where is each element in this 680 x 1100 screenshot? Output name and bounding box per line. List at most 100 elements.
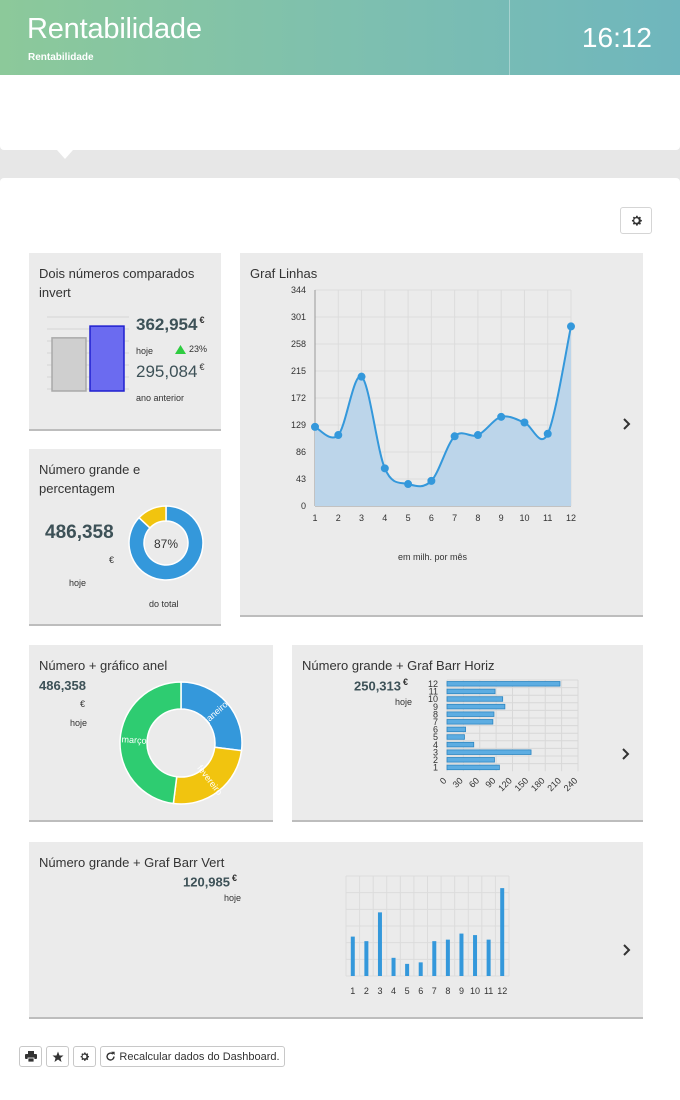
data-point-11 xyxy=(543,429,552,438)
y-tick-label: 258 xyxy=(291,339,306,349)
bar-6 xyxy=(418,962,423,976)
data-point-2 xyxy=(334,431,343,440)
label-today: hoje xyxy=(70,718,88,728)
chevron-right-icon[interactable] xyxy=(620,417,634,431)
gear-icon xyxy=(631,215,642,226)
page-subtitle: Rentabilidade xyxy=(28,52,94,63)
x-tick-label: 210 xyxy=(545,776,563,794)
x-tick-label: 2 xyxy=(364,986,369,996)
bar-5 xyxy=(405,963,410,976)
x-axis-label: em milh. por mês xyxy=(398,552,468,562)
y-tick-label: 6 xyxy=(433,725,438,735)
big-number: 120,985 € xyxy=(183,873,238,890)
favorite-button[interactable] xyxy=(46,1046,69,1067)
x-tick-label: 240 xyxy=(562,776,580,794)
bar-3 xyxy=(377,912,382,976)
percent-donut: 87% xyxy=(128,505,204,581)
widget-hbar[interactable]: Número grande + Graf Barr Horiz 250,313 €… xyxy=(292,645,643,822)
bar-12 xyxy=(500,888,505,976)
widget-compare[interactable]: Dois números comparados invert 362,954 € … xyxy=(29,253,221,431)
big-number: 486,358 xyxy=(39,678,86,693)
y-tick-label: 129 xyxy=(291,420,306,430)
x-tick-label: 4 xyxy=(382,513,387,523)
x-tick-label: 30 xyxy=(451,776,465,790)
label-today: hoje xyxy=(136,346,154,356)
bar-7 xyxy=(432,941,437,976)
x-tick-label: 5 xyxy=(406,513,411,523)
header-pointer xyxy=(57,150,73,159)
y-tick-label: 1 xyxy=(433,763,438,773)
x-tick-label: 9 xyxy=(499,513,504,523)
x-tick-label: 7 xyxy=(432,986,437,996)
clock: 16:12 xyxy=(581,22,652,53)
widget-vbar[interactable]: Número grande + Graf Barr Vert 120,985 € … xyxy=(29,842,643,1019)
label-today: hoje xyxy=(395,697,413,707)
bar-hoje xyxy=(89,325,125,392)
x-tick-label: 90 xyxy=(483,776,497,790)
bar-10 xyxy=(446,696,504,702)
widget-percent[interactable]: Número grande e percentagem 486,358 € ho… xyxy=(29,449,221,626)
bar-3 xyxy=(446,749,532,755)
widget-title: Número grande + Graf Barr Horiz xyxy=(302,658,495,673)
y-tick-label: 11 xyxy=(429,687,438,697)
bar-11 xyxy=(446,688,496,695)
x-tick-label: 3 xyxy=(359,513,364,523)
x-tick-label: 10 xyxy=(470,986,480,996)
bar-ano-anterior xyxy=(51,337,87,392)
bar-7 xyxy=(446,719,494,725)
widget-title: Graf Linhas xyxy=(250,266,318,281)
print-button[interactable] xyxy=(19,1046,42,1067)
page-title: Rentabilidade xyxy=(27,13,202,45)
vbar-chart: 1 2 3 4 5 6 7 8 9 10 11 12 xyxy=(345,875,510,996)
x-tick-label: 6 xyxy=(429,513,434,523)
x-tick-label: 7 xyxy=(452,513,457,523)
data-point-4 xyxy=(380,464,389,473)
data-point-7 xyxy=(450,432,459,441)
x-tick-label: 2 xyxy=(336,513,341,523)
bar-12 xyxy=(446,681,561,687)
arrow-up-icon xyxy=(175,344,186,354)
y-tick-label: 3 xyxy=(433,747,438,757)
y-tick-label: 43 xyxy=(296,474,306,484)
data-point-12 xyxy=(567,322,575,331)
widget-title: Número grande e percentagem xyxy=(39,462,141,496)
label-total: do total xyxy=(149,599,179,609)
donut-slice-2 xyxy=(137,505,167,529)
recalculate-button[interactable]: Recalcular dados do Dashboard. xyxy=(100,1046,285,1067)
y-tick-label: 215 xyxy=(291,366,306,376)
bar-8 xyxy=(446,711,495,717)
widget-title: Número + gráfico anel xyxy=(39,658,168,673)
x-tick-label: 0 xyxy=(438,776,449,787)
data-point-6 xyxy=(427,476,436,485)
gear-icon xyxy=(80,1052,90,1061)
bar-2 xyxy=(364,941,369,976)
bar-9 xyxy=(459,933,464,976)
x-tick-label: 6 xyxy=(418,986,423,996)
label-previous: ano anterior xyxy=(136,393,185,403)
settings-button[interactable] xyxy=(620,207,652,234)
refresh-icon xyxy=(106,1051,116,1061)
y-tick-label: 7 xyxy=(433,717,438,727)
x-tick-label: 11 xyxy=(543,513,552,523)
y-tick-label: 4 xyxy=(433,740,438,750)
widget-donut[interactable]: Número + gráfico anel 486,358 € hoje jan… xyxy=(29,645,273,822)
chevron-right-icon[interactable] xyxy=(620,943,634,957)
chevron-right-icon[interactable] xyxy=(619,747,633,761)
bar-10 xyxy=(473,935,478,976)
data-point-3 xyxy=(357,372,366,381)
change-indicator: 23% xyxy=(175,344,207,354)
value-today: 362,954 € xyxy=(136,315,205,334)
label-today: hoje xyxy=(224,893,242,903)
value-previous: 295,084 € xyxy=(136,362,205,381)
footer-settings-button[interactable] xyxy=(73,1046,96,1067)
bar-11 xyxy=(486,939,491,976)
y-tick-label: 8 xyxy=(433,709,438,719)
widget-title: Dois números comparados invert xyxy=(39,266,195,300)
bar-1 xyxy=(350,936,355,976)
y-tick-label: 86 xyxy=(296,447,306,457)
y-tick-label: 10 xyxy=(428,694,438,704)
x-tick-label: 60 xyxy=(467,776,481,790)
widget-line-chart[interactable]: Graf Linhas 1 2 3 4 5 6 7 8 9 10 11 12 0 43 86 129 172 2… xyxy=(240,253,643,617)
widget-title: Número grande + Graf Barr Vert xyxy=(39,855,225,870)
bar-1 xyxy=(446,764,500,771)
